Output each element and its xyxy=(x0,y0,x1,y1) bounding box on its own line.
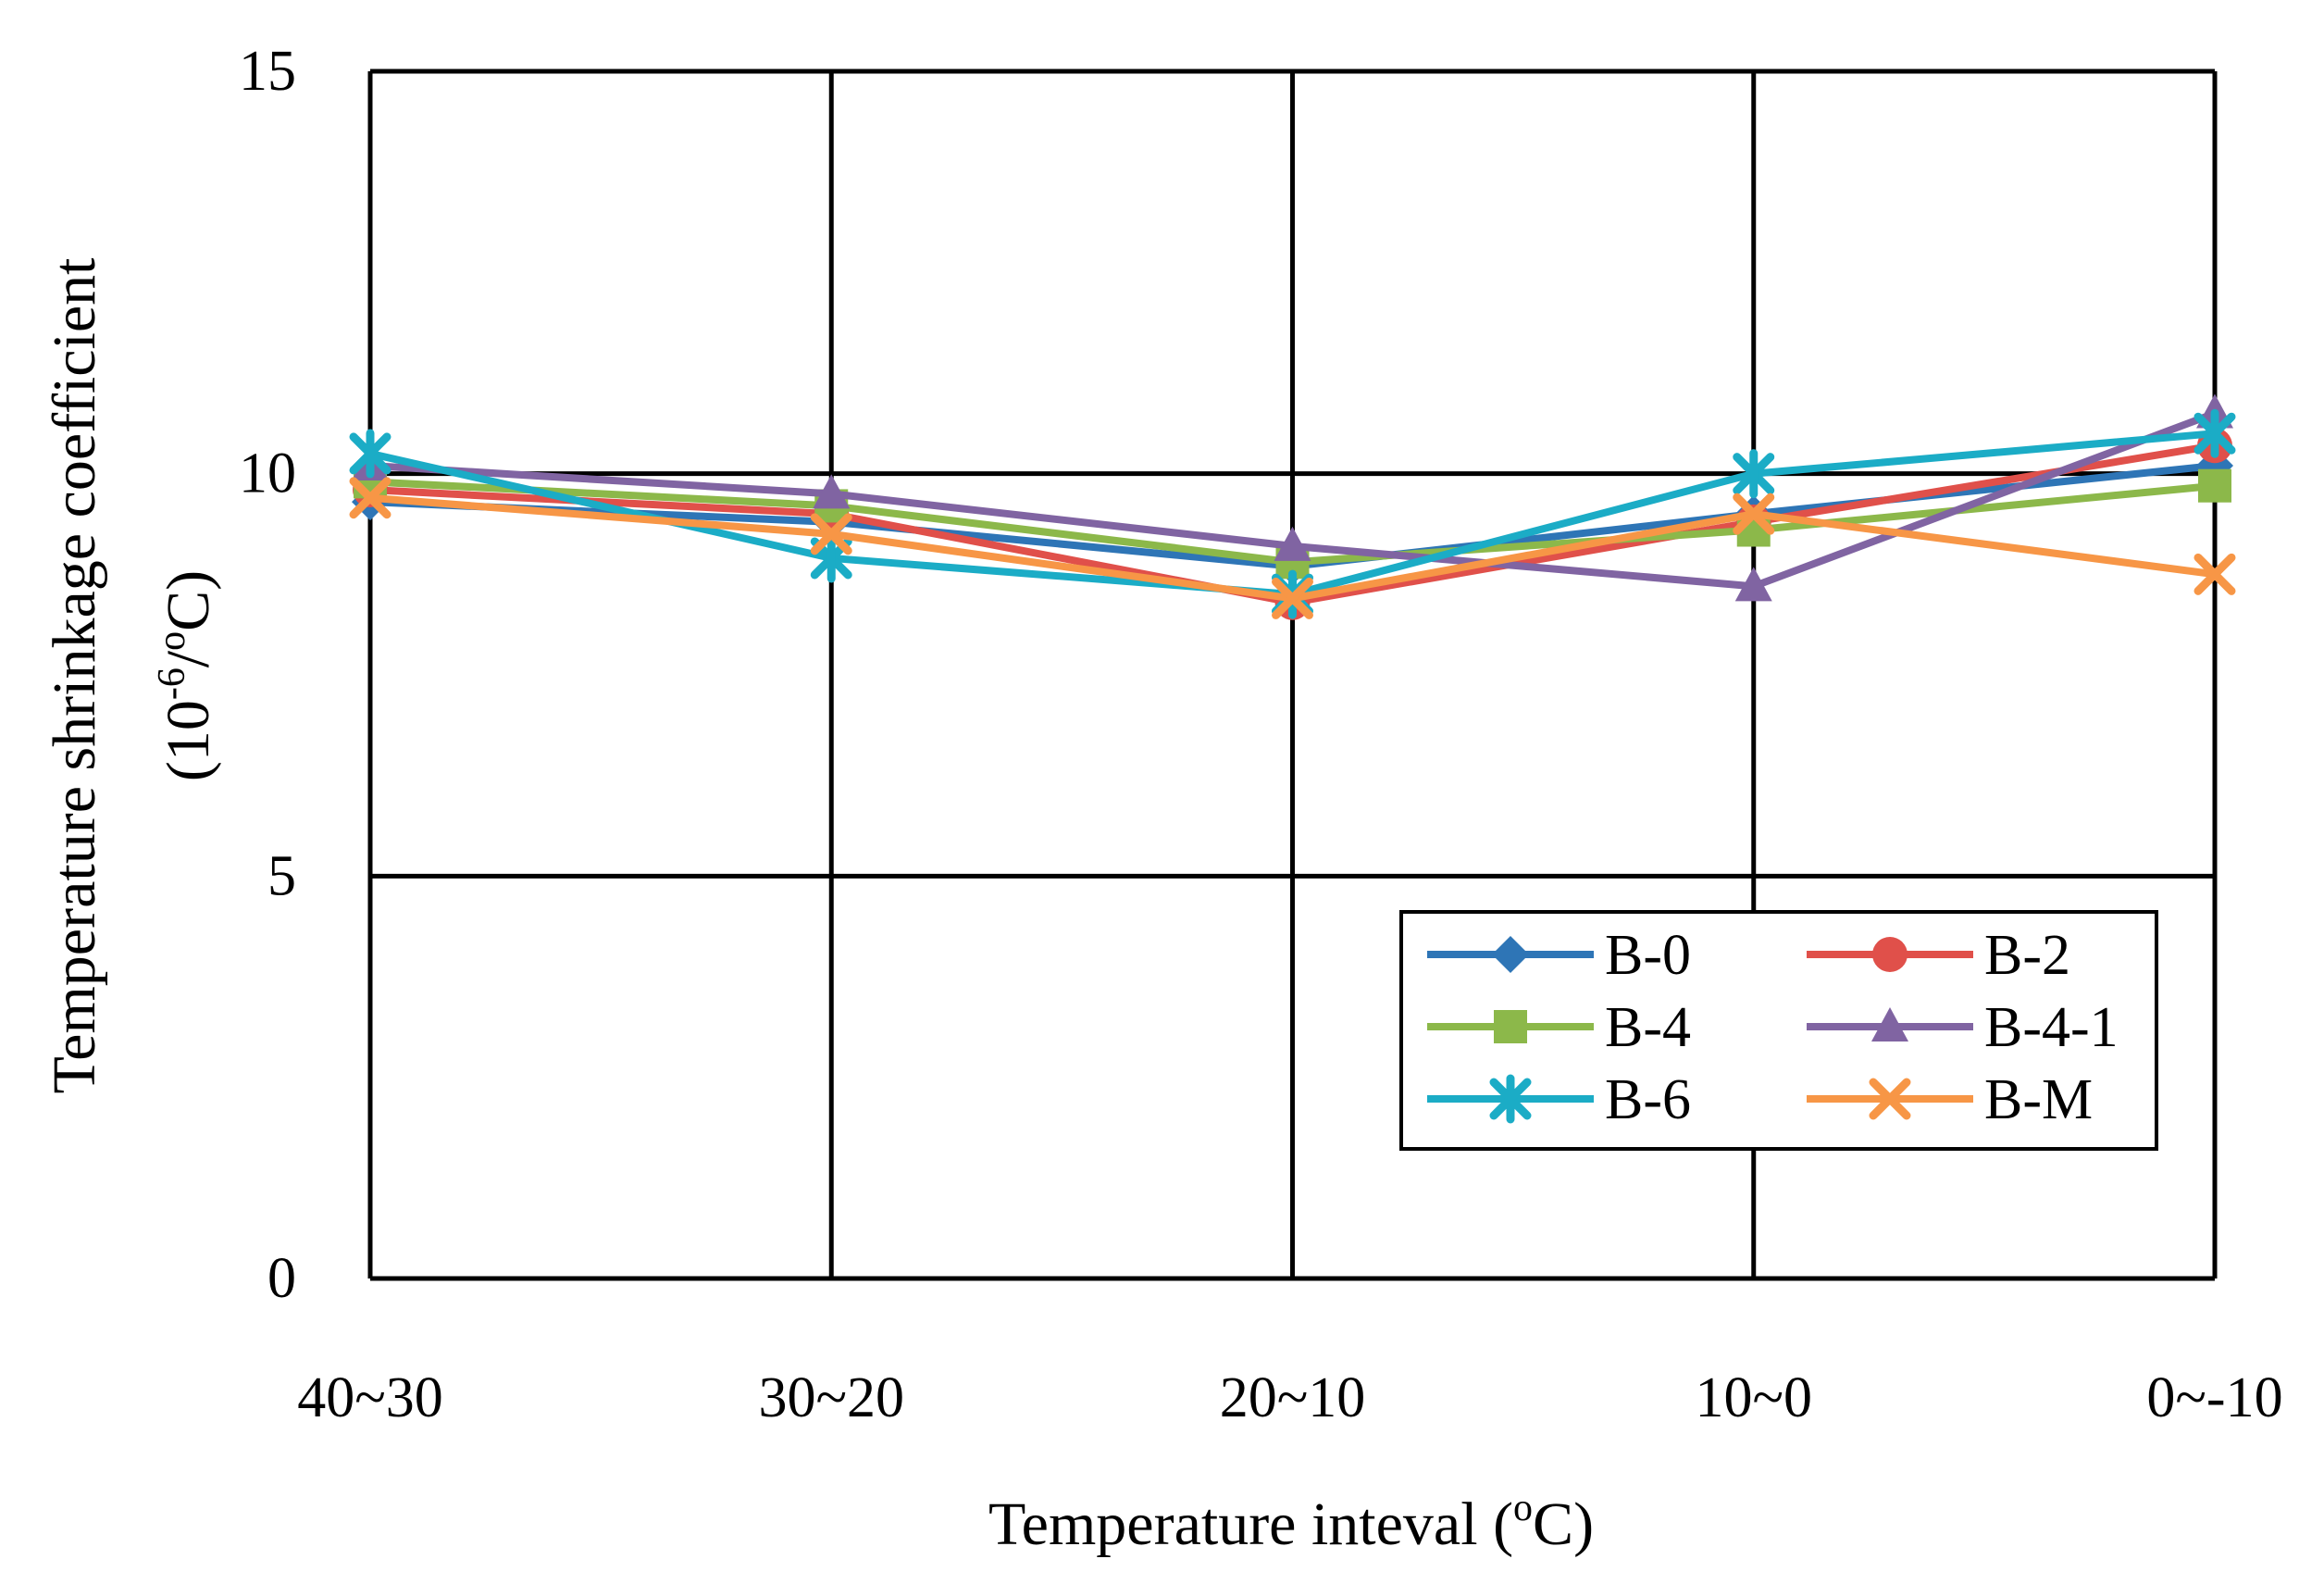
legend-item-b-0: B-0 xyxy=(1427,924,1691,987)
legend-marker-b-6 xyxy=(1489,1074,1532,1124)
x-tick-label-2: 20~10 xyxy=(1220,1366,1366,1429)
point-b-4-1-3 xyxy=(1734,567,1772,602)
legend-item-b-4: B-4 xyxy=(1427,996,1691,1059)
legend-marker-b-0 xyxy=(1492,936,1529,973)
legend-label-b-6: B-6 xyxy=(1605,1068,1691,1131)
y-axis-title: Temperature shrinkage coefficient (10-6/… xyxy=(41,257,222,1093)
grid xyxy=(367,69,2218,1281)
x-axis-title: Temperature inteval (oC) xyxy=(988,1487,1594,1558)
point-b-6-4 xyxy=(2194,408,2236,458)
point-b-4-1-1 xyxy=(813,474,851,509)
legend-label-b-2: B-2 xyxy=(1984,924,2070,987)
legend-marker-b-m xyxy=(1869,1078,1911,1120)
legend-item-b-6: B-6 xyxy=(1427,1068,1691,1131)
legend-marker-b-0-shape xyxy=(1492,936,1529,973)
y-axis-title-line2: (10-6/oC) xyxy=(151,570,222,781)
point-b-m-1 xyxy=(810,513,852,555)
legend-label-b-0: B-0 xyxy=(1605,924,1691,987)
legend-marker-b-4-1-shape xyxy=(1871,1007,1908,1041)
legend-label-b-4: B-4 xyxy=(1605,996,1691,1059)
y-tick-label-15: 15 xyxy=(239,40,296,103)
legend-item-b-m: B-M xyxy=(1807,1068,2093,1131)
point-b-4-1-3-shape xyxy=(1734,567,1772,602)
point-b-m-4-stroke2 xyxy=(2194,553,2236,595)
legend: B-0 B-2 B-4 B-4-1 B-6 B-M xyxy=(1399,910,2158,1151)
point-b-m-1-stroke2 xyxy=(810,513,852,555)
y-tick-labels: 0 5 10 15 xyxy=(239,40,296,1310)
legend-item-b-4-1: B-4-1 xyxy=(1807,996,2119,1059)
point-b-m-0-stroke2 xyxy=(349,477,391,519)
point-b-m-3 xyxy=(1733,493,1775,535)
point-b-4-4-shape xyxy=(2198,468,2231,503)
point-b-4-4 xyxy=(2198,468,2231,503)
y-axis-title-line1: Temperature shrinkage coefficient xyxy=(41,257,108,1093)
y-tick-label-5: 5 xyxy=(267,844,296,907)
legend-label-b-4-1: B-4-1 xyxy=(1984,996,2119,1059)
point-b-m-3-stroke2 xyxy=(1733,493,1775,535)
point-b-m-2-stroke2 xyxy=(1272,577,1313,619)
x-tick-label-1: 30~20 xyxy=(758,1366,904,1429)
y-tick-label-0: 0 xyxy=(267,1247,296,1310)
series-layer xyxy=(349,393,2236,620)
legend-marker-b-4-1 xyxy=(1871,1007,1908,1041)
legend-marker-b-4 xyxy=(1494,1010,1527,1043)
x-tick-labels: 40~30 30~20 20~10 10~0 0~-10 xyxy=(297,1366,2282,1429)
point-b-m-4 xyxy=(2194,553,2236,595)
point-b-6-3 xyxy=(1733,449,1775,499)
legend-item-b-2: B-2 xyxy=(1807,924,2070,987)
series-b-m xyxy=(349,477,2236,619)
point-b-4-1-2 xyxy=(1274,526,1311,561)
legend-marker-b-2 xyxy=(1872,937,1908,972)
y-tick-label-10: 10 xyxy=(239,443,296,505)
point-b-m-2 xyxy=(1272,577,1313,619)
point-b-m-0 xyxy=(349,477,391,519)
legend-marker-b-2-shape xyxy=(1872,937,1908,972)
x-tick-label-3: 10~0 xyxy=(1695,1366,1812,1429)
legend-marker-b-m-stroke2 xyxy=(1869,1078,1911,1120)
point-b-4-1-1-shape xyxy=(813,474,851,509)
point-b-4-1-2-shape xyxy=(1274,526,1311,561)
x-tick-label-0: 40~30 xyxy=(297,1366,443,1429)
legend-marker-b-4-shape xyxy=(1494,1010,1527,1043)
point-b-6-0 xyxy=(349,429,391,479)
legend-label-b-m: B-M xyxy=(1984,1068,2093,1131)
x-tick-label-4: 0~-10 xyxy=(2146,1366,2282,1429)
